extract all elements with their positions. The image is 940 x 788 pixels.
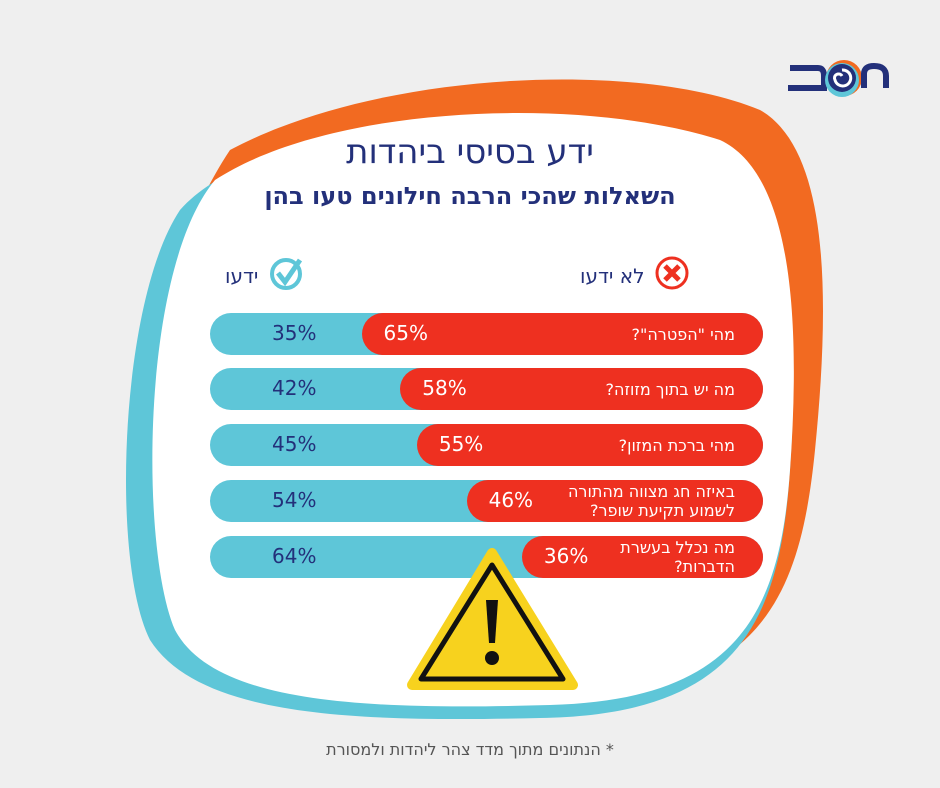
page-subtitle: השאלות שהכי הרבה חילונים טעו בהן (264, 182, 676, 210)
footnote: * הנתונים מתוך מדד צהר ליהדות ולמסורת (326, 740, 614, 759)
question-label: מה יש בתוך מזוזה? (605, 379, 735, 399)
bar-row: 64% 36% מה נכלל בעשרת הדברות? (210, 536, 763, 578)
bar-unknown (361, 313, 763, 355)
known-percent-label: 64% (272, 544, 317, 568)
known-percent-label: 35% (272, 321, 317, 345)
x-icon (654, 255, 690, 296)
unknown-percent-label: 55% (438, 432, 484, 456)
logo-mark (788, 60, 889, 97)
logo (782, 50, 902, 104)
check-icon (268, 255, 304, 296)
question-label: מהי ברכת המזון? (618, 435, 735, 455)
legend-unknown: לא ידעו (580, 255, 690, 296)
question-label: מהי "הפטרה"? (631, 324, 736, 344)
bar-unknown (521, 536, 763, 578)
legend-known-label: ידעו (225, 263, 259, 288)
bar-unknown (416, 424, 763, 466)
bar-row: 54% 46% באיזה חג מצווה מהתורה לשמוע תקיעת … (210, 480, 763, 522)
known-percent-label: 45% (272, 432, 317, 456)
question-label: מה נכלל בעשרת הדברות? (620, 538, 735, 576)
bar-unknown (400, 368, 763, 410)
question-label: באיזה חג מצווה מהתורה לשמוע תקיעת שופר? (567, 482, 735, 520)
bar-row: 45% 55% מהי ברכת המזון? (210, 424, 763, 466)
warning-icon (407, 548, 578, 690)
known-percent-label: 42% (272, 376, 317, 400)
unknown-percent-label: 36% (543, 544, 589, 568)
bar-unknown (466, 480, 763, 522)
legend-known: ידעו (225, 255, 304, 296)
legend-unknown-label: לא ידעו (580, 263, 645, 288)
bar-row: 42% 58% מה יש בתוך מזוזה? (210, 368, 763, 410)
unknown-percent-label: 65% (383, 321, 428, 345)
known-percent-label: 54% (272, 488, 317, 512)
unknown-percent-label: 58% (422, 376, 467, 400)
bar-row: 35% 65% מהי "הפטרה"? (210, 313, 763, 355)
page-title: ידע בסיסי ביהדות (346, 132, 594, 172)
unknown-percent-label: 46% (488, 488, 534, 512)
